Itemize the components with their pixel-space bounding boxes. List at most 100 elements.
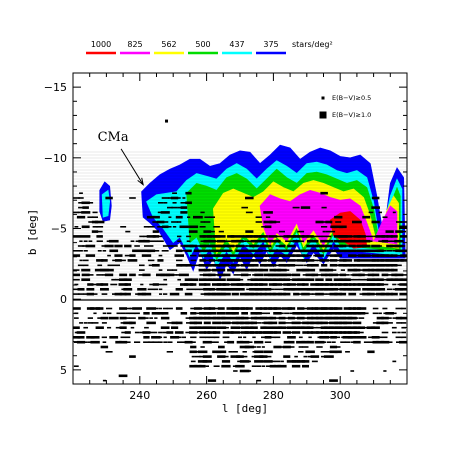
marker-small	[186, 288, 191, 291]
marker-large	[339, 249, 347, 253]
marker-small	[73, 293, 80, 295]
marker-large	[319, 316, 329, 320]
marker-small	[275, 259, 280, 262]
marker-large	[269, 364, 276, 368]
marker-large	[203, 288, 212, 291]
marker-large	[254, 355, 264, 358]
marker-small	[200, 293, 205, 295]
marker-small	[88, 322, 93, 324]
marker-small	[110, 283, 118, 286]
marker-small	[395, 336, 403, 339]
marker-large	[334, 321, 343, 325]
marker-large	[263, 331, 273, 334]
marker-large	[269, 268, 276, 272]
marker-large	[292, 331, 301, 334]
marker-large	[221, 360, 231, 363]
marker-large	[244, 259, 255, 262]
marker-small	[77, 264, 85, 267]
marker-small	[102, 274, 107, 276]
marker-large	[101, 259, 108, 262]
marker-large	[357, 235, 366, 238]
marker-small	[289, 312, 294, 315]
marker-small	[194, 245, 202, 247]
marker-small	[153, 288, 158, 291]
marker-large	[329, 331, 338, 334]
marker-large	[190, 312, 197, 315]
marker-small	[326, 254, 332, 257]
marker-large	[394, 244, 404, 248]
marker-large	[282, 249, 291, 253]
marker-small	[116, 312, 121, 315]
marker-large	[283, 254, 291, 257]
marker-small	[158, 269, 163, 271]
marker-small	[190, 360, 196, 363]
marker-large	[333, 239, 343, 243]
marker-small	[158, 288, 163, 291]
marker-large	[146, 235, 156, 238]
marker-large	[269, 316, 277, 320]
marker-large	[157, 259, 164, 262]
marker-large	[193, 321, 202, 325]
marker-large	[301, 360, 310, 363]
marker-large	[305, 268, 316, 272]
marker-large	[301, 292, 310, 296]
marker-small	[130, 326, 135, 329]
marker-small	[213, 274, 220, 276]
marker-large	[268, 321, 278, 325]
marker-large	[343, 239, 352, 243]
marker-large	[240, 283, 250, 286]
marker-small	[83, 326, 88, 329]
marker-large	[380, 268, 390, 272]
marker-large	[272, 326, 283, 329]
marker-large	[273, 268, 282, 272]
marker-large	[114, 244, 123, 248]
marker-large	[254, 360, 264, 363]
marker-large	[367, 268, 374, 272]
marker-large	[286, 326, 297, 329]
marker-small	[274, 235, 281, 238]
marker-small	[223, 326, 229, 329]
marker-small	[191, 355, 195, 358]
marker-small	[316, 326, 323, 329]
marker-large	[198, 249, 207, 253]
marker-large	[213, 264, 220, 267]
marker-large	[90, 336, 100, 339]
marker-large	[202, 326, 212, 329]
marker-large	[235, 364, 245, 368]
marker-large	[288, 340, 295, 344]
marker-large	[114, 292, 123, 296]
marker-large	[218, 345, 225, 349]
marker-small	[241, 206, 248, 209]
marker-large	[297, 316, 305, 320]
marker-small	[392, 250, 396, 252]
marker-large	[329, 379, 338, 382]
marker-large	[189, 244, 197, 248]
marker-large	[239, 235, 250, 238]
x-tick-label: 240	[129, 389, 150, 402]
marker-large	[212, 249, 222, 253]
marker-small	[181, 250, 187, 252]
marker-large	[300, 288, 311, 291]
marker-large	[356, 307, 367, 310]
marker-large	[302, 331, 309, 334]
marker-small	[185, 317, 192, 319]
marker-small	[233, 274, 238, 276]
marker-small	[348, 235, 356, 238]
marker-small	[83, 341, 88, 343]
marker-large	[381, 235, 389, 238]
marker-large	[371, 220, 380, 224]
marker-large	[240, 316, 249, 320]
marker-large	[231, 312, 239, 315]
marker-large	[287, 336, 296, 339]
marker-large	[250, 278, 258, 281]
marker-large	[240, 321, 250, 325]
marker-large	[254, 254, 264, 257]
marker-small	[320, 351, 328, 353]
legend-level-label: 562	[161, 40, 176, 49]
marker-small	[345, 351, 350, 353]
marker-small	[199, 288, 206, 291]
marker-large	[254, 273, 263, 277]
legend-level-label: 825	[127, 40, 142, 49]
marker-large	[353, 331, 360, 334]
marker-small	[401, 307, 407, 310]
